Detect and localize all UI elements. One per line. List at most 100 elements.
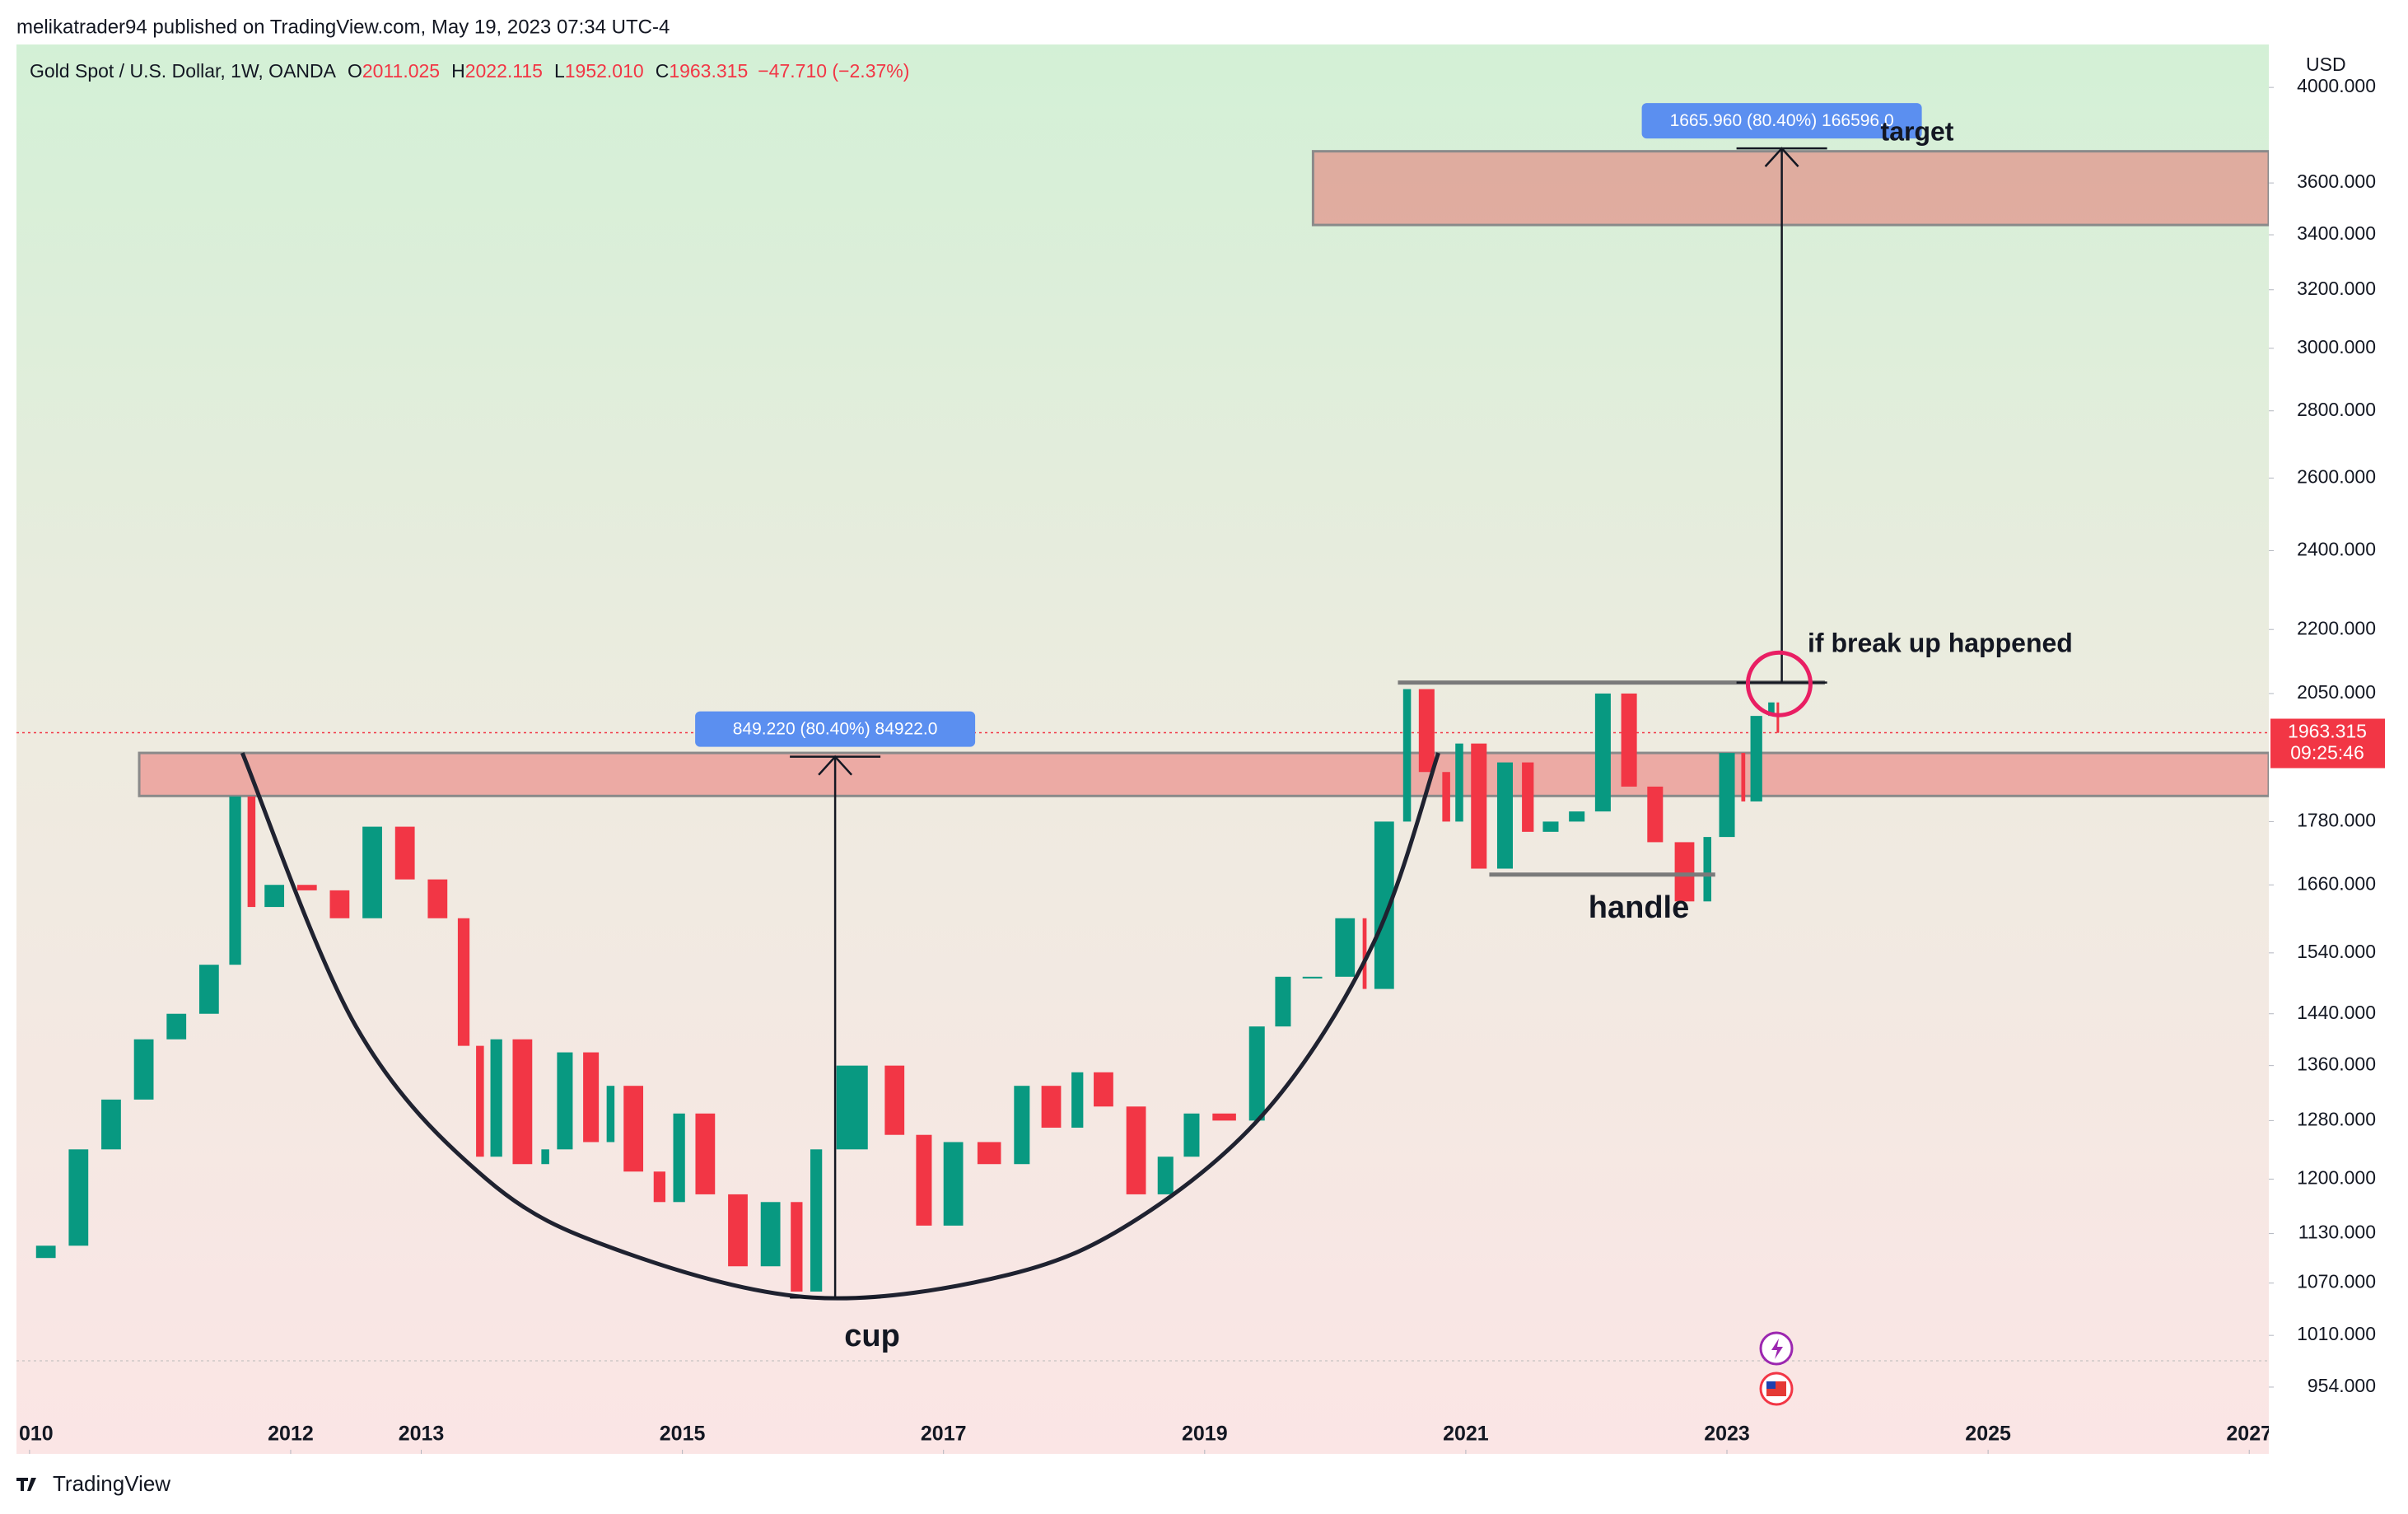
y-tick-label: 1010.000 xyxy=(2297,1323,2376,1344)
x-tick-label: 2013 xyxy=(399,1423,445,1446)
candle xyxy=(166,1013,187,1040)
candle xyxy=(133,1039,154,1100)
candle xyxy=(1157,1157,1174,1194)
legend: Gold Spot / U.S. Dollar, 1W, OANDA O2011.… xyxy=(30,60,909,82)
icon xyxy=(1771,1339,1783,1359)
candle xyxy=(1302,976,1323,979)
annotation: cup xyxy=(844,1319,900,1353)
x-tick-label: 2021 xyxy=(1443,1423,1489,1446)
legend-item: L xyxy=(554,60,565,82)
candle xyxy=(1442,772,1450,822)
candle xyxy=(198,965,219,1014)
y-tick-label: 954.000 xyxy=(2308,1375,2376,1396)
y-tick-label: 1440.000 xyxy=(2297,1002,2376,1023)
y-tick-label: 3600.000 xyxy=(2297,171,2376,192)
y-tick-label: 4000.000 xyxy=(2297,75,2376,96)
candle xyxy=(229,796,241,965)
last-price-label: 1963.315 xyxy=(2288,721,2367,742)
x-tick-label: 2023 xyxy=(1704,1423,1750,1446)
candle xyxy=(68,1149,89,1246)
legend-item: Gold Spot / U.S. Dollar, 1W, OANDA xyxy=(30,60,337,82)
legend-item: H xyxy=(451,60,465,82)
candle xyxy=(760,1202,781,1267)
measure-box xyxy=(695,711,976,747)
candle xyxy=(1212,1113,1236,1121)
candle xyxy=(1621,693,1637,787)
candle xyxy=(1402,689,1412,822)
y-tick-label: 2200.000 xyxy=(2297,617,2376,638)
legend-item: 1952.010 xyxy=(565,60,644,82)
annotation: if break up happened xyxy=(1808,628,2073,657)
legend-item: O xyxy=(348,60,362,82)
icon xyxy=(1766,1381,1776,1389)
y-tick-label: 1360.000 xyxy=(2297,1054,2376,1075)
legend-item: C xyxy=(656,60,670,82)
candle xyxy=(916,1134,932,1226)
candle xyxy=(490,1039,502,1157)
candle xyxy=(977,1142,1001,1165)
candle xyxy=(557,1052,573,1150)
candle xyxy=(1275,976,1291,1027)
candle xyxy=(1719,753,1735,838)
y-tick-label: 3000.000 xyxy=(2297,336,2376,357)
axes: 4000.000 3600.000 3400.000 3200.000 3000.000… xyxy=(2269,75,2385,1396)
candle xyxy=(653,1171,665,1203)
y-tick-label: 1660.000 xyxy=(2297,872,2376,894)
y-tick-label: 2400.000 xyxy=(2297,539,2376,560)
candle xyxy=(1071,1072,1084,1128)
zone xyxy=(138,751,2269,797)
candle xyxy=(1542,821,1559,832)
plot: 849.220 (80.40%) 84922.0 1665.960 (80.40%… xyxy=(16,103,2269,1301)
logo-mark xyxy=(16,1478,36,1491)
x-tick-label: 010 xyxy=(19,1423,54,1446)
logo-text: TradingView xyxy=(53,1471,170,1496)
candle xyxy=(1522,762,1534,832)
last-price-tag xyxy=(2270,718,2385,769)
x-tick-label: 2012 xyxy=(268,1423,314,1446)
candle xyxy=(1703,837,1711,902)
countdown: 09:25:46 xyxy=(2290,742,2364,764)
candle xyxy=(884,1065,905,1135)
y-tick-label: 1130.000 xyxy=(2298,1222,2376,1243)
candle xyxy=(296,885,317,890)
legend-item: 2022.115 xyxy=(465,60,543,82)
currency: USD xyxy=(2306,54,2346,75)
x-tick-label: 2017 xyxy=(921,1423,967,1446)
measure-label: 849.220 (80.40%) 84922.0 xyxy=(733,720,938,739)
candle xyxy=(362,826,382,918)
candle xyxy=(1750,716,1762,801)
candle xyxy=(394,826,415,880)
candle xyxy=(1374,821,1394,989)
legend-item: 1963.315 xyxy=(669,60,748,82)
candle xyxy=(512,1039,533,1165)
candle xyxy=(329,890,350,918)
candle xyxy=(1471,743,1487,869)
x-tick-label: 2015 xyxy=(660,1423,706,1446)
header: melikatrader94 published on TradingView.… xyxy=(16,16,670,38)
candle xyxy=(1335,918,1356,977)
candle xyxy=(1647,786,1664,843)
candle xyxy=(1455,743,1463,822)
candle xyxy=(673,1113,685,1203)
candle xyxy=(583,1052,600,1143)
candle xyxy=(541,1149,549,1165)
candle xyxy=(1014,1086,1030,1165)
zone xyxy=(1311,150,2269,227)
candle xyxy=(264,885,285,908)
annotation: handle xyxy=(1589,890,1689,925)
candle xyxy=(943,1142,964,1226)
candle xyxy=(1126,1106,1146,1194)
candle xyxy=(476,1045,484,1157)
candle xyxy=(101,1099,121,1150)
measure-box xyxy=(1641,103,1922,139)
candle xyxy=(810,1149,823,1292)
event-icons xyxy=(1759,1331,1794,1406)
x-axis: 010 2012 2013 2015 2017 2019 2021 2023 2025 2027 xyxy=(19,1423,2269,1454)
candle xyxy=(695,1113,716,1194)
candle xyxy=(1776,702,1780,733)
candle xyxy=(1496,762,1513,869)
candle xyxy=(1041,1086,1062,1128)
candle xyxy=(1094,1072,1113,1107)
